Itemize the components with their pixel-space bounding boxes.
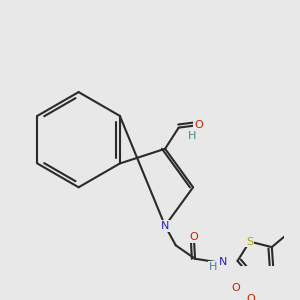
- Text: S: S: [246, 237, 253, 247]
- Text: H: H: [188, 131, 196, 141]
- Text: O: O: [194, 120, 203, 130]
- Text: O: O: [190, 232, 198, 242]
- Text: H: H: [209, 262, 217, 272]
- Text: N: N: [161, 221, 169, 231]
- Text: O: O: [231, 283, 240, 293]
- Text: O: O: [246, 294, 255, 300]
- Text: N: N: [219, 257, 227, 267]
